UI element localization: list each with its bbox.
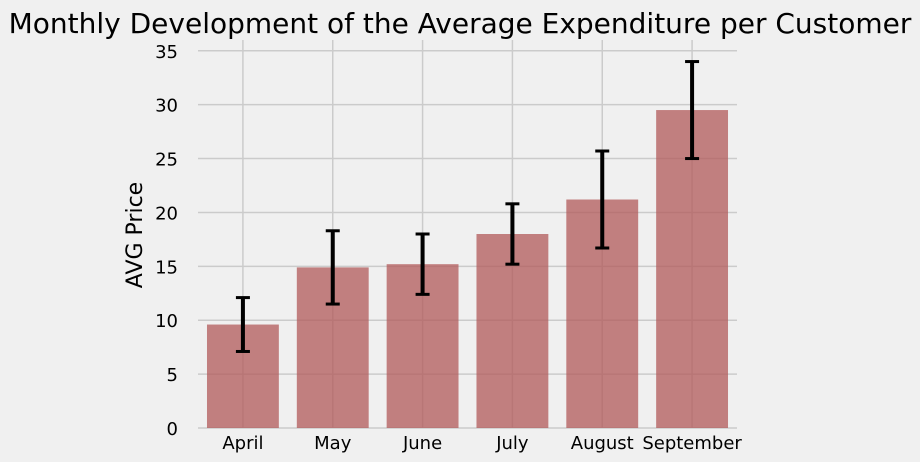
y-tick-label: 25	[155, 150, 178, 171]
y-tick-label: 10	[155, 311, 178, 332]
y-tick-label: 35	[155, 42, 178, 63]
x-tick-label: September	[642, 433, 742, 454]
error-bar-layer	[235, 60, 700, 353]
chart-title: Monthly Development of the Average Expen…	[9, 7, 912, 40]
y-tick-label: 5	[167, 365, 178, 386]
bar-september	[656, 110, 729, 429]
x-tick-label: May	[314, 433, 352, 454]
x-tick-label: July	[495, 433, 529, 454]
tick-label-layer: 0 5 10 15 20 25 30 35 April May June July August Sept…	[155, 42, 742, 454]
x-tick-label: June	[402, 433, 442, 454]
y-tick-label: 20	[155, 203, 178, 224]
x-tick-label: April	[222, 433, 263, 454]
y-tick-label: 15	[155, 257, 178, 278]
y-tick-label: 0	[167, 419, 178, 440]
y-tick-label: 30	[155, 96, 178, 117]
bar-july	[476, 234, 549, 428]
y-axis-label: AVG Price	[123, 182, 148, 288]
x-tick-label: August	[571, 433, 634, 454]
